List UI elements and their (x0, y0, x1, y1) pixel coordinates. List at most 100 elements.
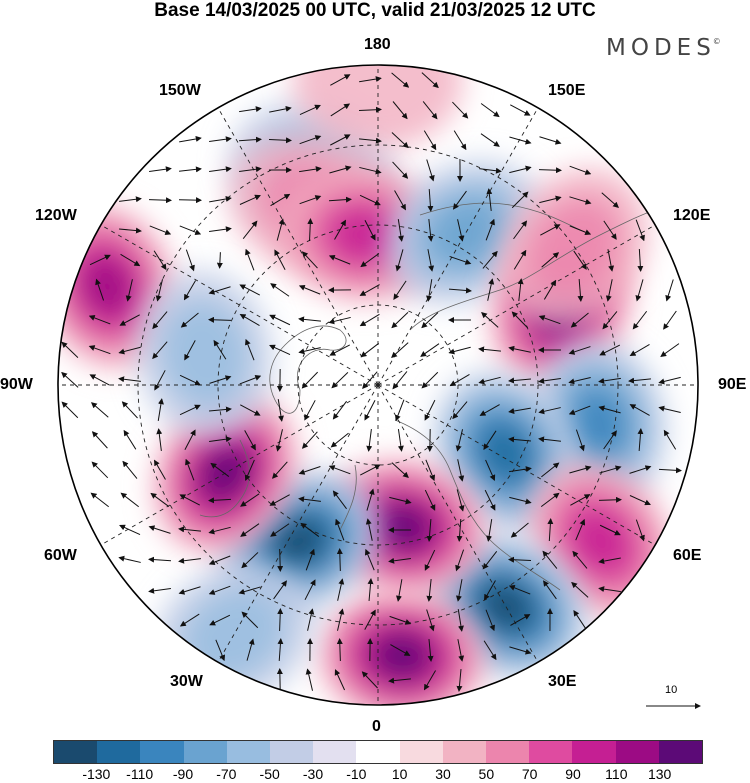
wind-vector-arrow (184, 340, 196, 361)
reference-arrow-icon (646, 703, 701, 709)
wind-vector-arrow (541, 462, 560, 478)
wind-vector-arrow (240, 404, 261, 416)
wind-vector-arrow (332, 400, 347, 420)
wind-vector-arrow (569, 165, 592, 175)
wind-vector-arrow (270, 523, 290, 537)
color-scale-swatch (313, 741, 357, 763)
wind-vector-arrow (304, 579, 316, 601)
wind-vector-arrow (180, 312, 199, 328)
wind-vector-arrow (178, 526, 201, 533)
wind-vector-arrow (304, 400, 316, 421)
wind-vector-arrow (241, 552, 259, 569)
color-scale-tick-label: -10 (346, 766, 367, 782)
color-scale-tick-label: -70 (216, 766, 237, 782)
wind-vector-arrow (420, 343, 440, 357)
wind-vector-arrow (179, 404, 201, 416)
wind-vector-arrow (330, 432, 349, 448)
wind-vector-arrow (301, 371, 319, 389)
color-scale-tick-label: -90 (172, 766, 194, 782)
wind-vector-arrow (119, 227, 142, 234)
wind-vector-arrow (569, 465, 592, 474)
wind-vector-arrow (274, 249, 286, 270)
wind-vector-arrow (270, 193, 291, 207)
wind-vector-arrow (179, 613, 200, 627)
wind-vector-arrow (571, 581, 589, 598)
wind-vector-arrow (421, 312, 439, 329)
wind-vector-arrow (330, 134, 351, 146)
wind-vector-arrow (121, 401, 138, 419)
wind-vector-arrow (456, 518, 463, 542)
wind-vector-arrow (179, 374, 201, 386)
wind-vector-arrow (388, 677, 411, 684)
wind-vector-arrow (208, 555, 231, 565)
wind-vector-arrow (183, 280, 196, 301)
wind-vector-arrow (269, 105, 292, 113)
lon-label-150w: 150W (159, 82, 201, 99)
wind-vector-arrow (538, 315, 561, 325)
lon-label-120e: 120E (673, 207, 711, 224)
wind-vector-arrow (241, 611, 259, 629)
wind-vector-arrow (276, 218, 285, 241)
wind-vector-arrow (392, 101, 408, 120)
color-scale-swatch (97, 741, 141, 763)
wind-vector-arrow (635, 279, 644, 302)
wind-vector-arrow (245, 248, 255, 271)
wind-vector-arrow (149, 225, 172, 235)
wind-vector-arrow (658, 376, 681, 385)
wind-vector-arrow (575, 518, 586, 541)
meridian-line (377, 107, 539, 386)
color-scale-swatch (399, 741, 443, 763)
wind-vector-arrow (300, 522, 320, 537)
wind-vector-arrow (299, 195, 322, 205)
wind-vector-arrow (359, 284, 380, 296)
copyright-mark: © (712, 37, 721, 46)
wind-vector-arrow (602, 311, 618, 330)
wind-vector-arrow (482, 550, 498, 570)
wind-vector-arrow (508, 585, 531, 595)
wind-vector-arrow (598, 557, 621, 565)
lon-label-90e: 90E (718, 376, 747, 393)
wind-vector-arrow (88, 315, 111, 325)
wind-vector-arrow (508, 345, 531, 353)
wind-vector-arrow (426, 609, 435, 632)
wind-vector-arrow (424, 399, 436, 421)
wind-vector-arrow (509, 165, 532, 174)
wind-vector-arrow (154, 459, 166, 480)
wind-vector-arrow (89, 254, 111, 266)
wind-vector-arrow (391, 462, 409, 479)
wind-vector-arrow (270, 283, 290, 297)
wind-vector-arrow (457, 609, 464, 632)
wind-vector-arrow (484, 580, 496, 601)
wind-vector-arrow (389, 615, 412, 625)
color-scale-tick-label: -50 (259, 766, 280, 782)
wind-vector-arrow (449, 373, 470, 387)
wind-vector-arrow (629, 404, 650, 416)
wind-vector-arrow (359, 313, 380, 327)
wind-vector-arrow (88, 345, 111, 355)
wind-vector-arrow (598, 586, 621, 593)
color-scale-swatch (183, 741, 227, 763)
wind-vector-arrow (425, 459, 436, 482)
wind-vector-arrow (328, 196, 352, 203)
wind-vector-arrow (335, 518, 345, 541)
latitude-circle (137, 144, 619, 626)
meridian-line (377, 384, 539, 663)
wind-vector-arrow (148, 587, 171, 594)
wind-vector-arrow (150, 492, 170, 507)
wind-vector-arrow (118, 376, 141, 383)
wind-vector-arrow (485, 218, 495, 241)
wind-vector-arrow (509, 136, 532, 145)
wind-vector-arrow (155, 279, 163, 302)
wind-vector-arrow (513, 249, 527, 270)
color-scale-tick-label: 70 (521, 766, 538, 782)
wind-vector-arrow (179, 166, 202, 173)
wind-vector-arrow (457, 219, 465, 242)
color-scale-tick-label: 10 (391, 766, 408, 782)
wind-vector-arrow (269, 314, 291, 326)
wind-vector-arrow (359, 76, 382, 83)
wind-vector-arrow (388, 557, 411, 564)
wind-vector-arrow (360, 253, 380, 268)
wind-vector-arrow (396, 579, 403, 602)
brand-logo: MODES© (606, 35, 724, 61)
wind-vector-arrow (511, 311, 529, 329)
